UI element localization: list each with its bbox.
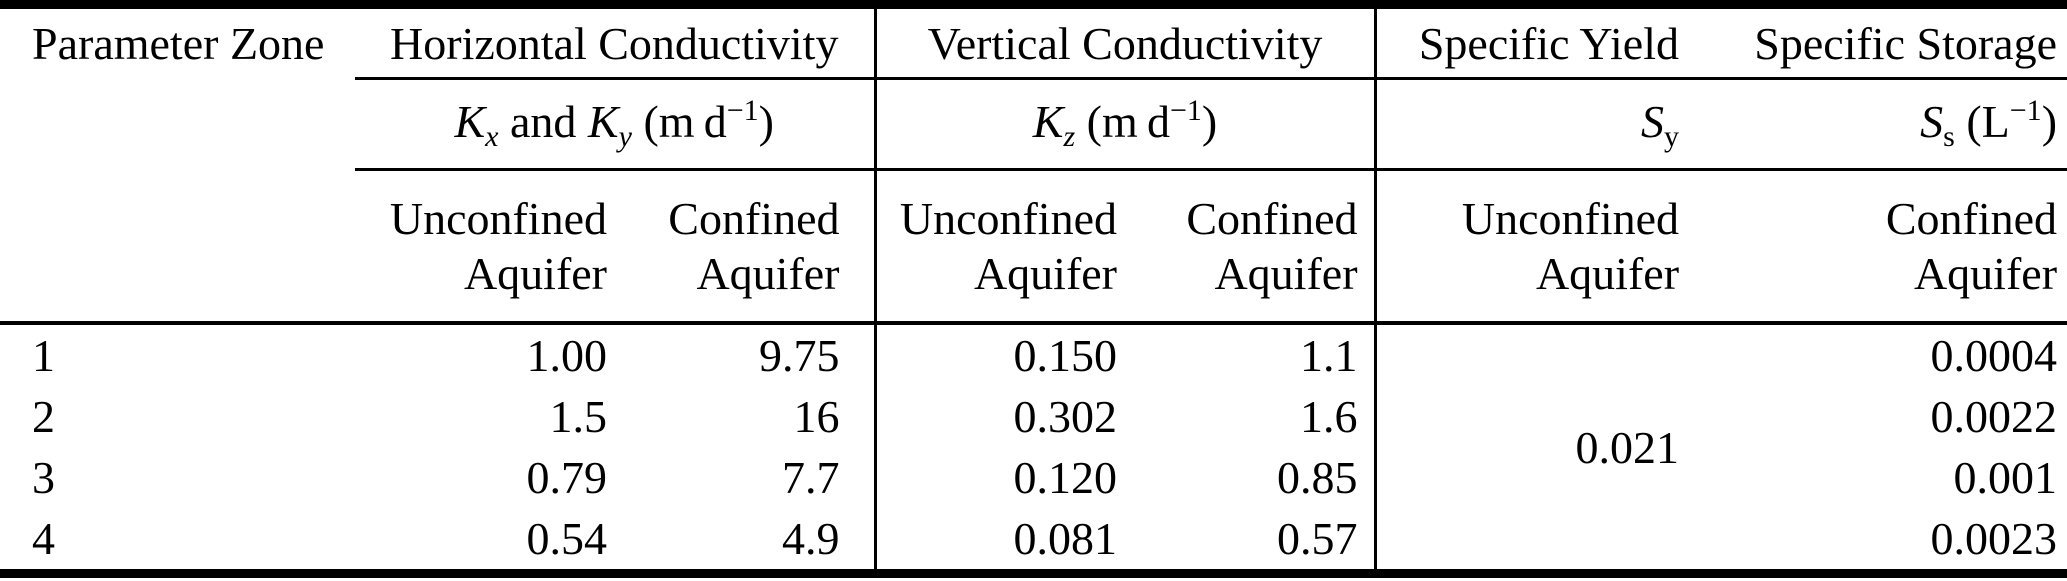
- header-horizontal-conductivity: Horizontal Conductivity: [355, 4, 877, 80]
- cell-kh-unconfined: 1.5: [549, 391, 608, 442]
- ss-symbol: S: [1920, 96, 1944, 147]
- cell-sy-unconfined-all-zones: 0.021: [1575, 421, 1680, 473]
- subheader-ss-confined-aquifer: Confined Aquifer: [1685, 169, 2067, 325]
- cell-kh-confined: 16: [615, 386, 877, 447]
- cell-ss-confined: 0.0004: [1930, 330, 2058, 381]
- header-row-groups: Parameter Zone Horizontal Conductivity V…: [0, 4, 2067, 325]
- kh-unit-open: (m d: [631, 96, 727, 147]
- kh-unit-close: ): [758, 96, 774, 147]
- kz-unit-exponent: −1: [1169, 94, 1202, 127]
- subheader-line2: Aquifer: [1214, 248, 1358, 299]
- sy-symbol: S: [1641, 95, 1665, 147]
- subheader-line2: Aquifer: [973, 248, 1117, 299]
- cell-kh-unconfined: 0.79: [526, 452, 608, 503]
- subheader-line2: Aquifer: [463, 248, 607, 299]
- subheader-line1: Unconfined: [1461, 193, 1680, 244]
- ss-unit-open: (L: [1954, 96, 2010, 147]
- table-row: 4 0.54 4.9 0.081 0.57 0.0023: [0, 508, 2067, 574]
- cell-zone: 4: [32, 513, 55, 564]
- kx-symbol: K: [454, 96, 486, 147]
- cell-kh-unconfined: 0.54: [526, 513, 608, 564]
- cell-ss-confined: 0.0022: [1930, 391, 2058, 442]
- header-parameter-zone: Parameter Zone: [0, 4, 355, 325]
- cell-zone: 1: [32, 330, 55, 381]
- kh-unit-exponent: −1: [726, 94, 759, 127]
- subheader-kv-confined-aquifer: Confined Aquifer: [1125, 169, 1377, 325]
- kz-symbol: K: [1032, 96, 1064, 147]
- sy-subscript: y: [1664, 119, 1680, 153]
- ky-subscript: y: [618, 120, 632, 153]
- kx-subscript: x: [485, 120, 499, 153]
- cell-zone: 2: [32, 391, 55, 442]
- subheader-sy-unconfined-aquifer: Unconfined Aquifer: [1375, 169, 1686, 325]
- header-specific-yield: Specific Yield: [1375, 4, 1686, 80]
- cell-kv-confined: 0.85: [1125, 447, 1377, 508]
- subheader-line2: Aquifer: [696, 248, 840, 299]
- header-vertical-conductivity: Vertical Conductivity: [875, 4, 1377, 80]
- ss-unit-exponent: −1: [2009, 94, 2042, 127]
- ss-unit-close: ): [2041, 96, 2058, 147]
- cell-kh-confined: 4.9: [615, 508, 877, 574]
- header-specific-storage: Specific Storage: [1685, 4, 2067, 80]
- subheader-kv-unconfined-aquifer: Unconfined Aquifer: [875, 169, 1125, 325]
- cell-zone: 3: [32, 452, 55, 503]
- ky-symbol: K: [587, 96, 619, 147]
- subheader-line2: Aquifer: [1535, 248, 1680, 299]
- cell-kv-confined: 1.1: [1125, 323, 1377, 386]
- kz-subscript: z: [1063, 120, 1076, 153]
- subheader-line1: Unconfined: [899, 193, 1117, 244]
- unit-ss: Ss (L−1): [1685, 78, 2067, 171]
- cell-kv-confined: 0.57: [1125, 508, 1377, 574]
- header-row-aquifers: Unconfined Aquifer Confined Aquifer Unconf…: [0, 169, 2067, 325]
- cell-kh-confined: 9.75: [615, 323, 877, 386]
- header-parameter-zone-label: Parameter Zone: [32, 17, 325, 69]
- cell-kv-confined: 1.6: [1125, 386, 1377, 447]
- table-row: 3 0.79 7.7 0.120 0.85 0.001: [0, 447, 2067, 508]
- subheader-line1: Confined: [1885, 193, 2058, 244]
- cell-ss-confined: 0.0023: [1930, 513, 2058, 564]
- subheader-line2: Aquifer: [1913, 248, 2058, 299]
- header-row-units: Kx and Ky (m d−1) Kz (m d−1) Sy Ss (L−1): [0, 78, 2067, 171]
- cell-kv-unconfined: 0.120: [1013, 452, 1118, 503]
- subheader-kh-unconfined-aquifer: Unconfined Aquifer: [355, 169, 615, 325]
- cell-kh-confined: 7.7: [615, 447, 877, 508]
- unit-kx-ky: Kx and Ky (m d−1): [355, 78, 877, 171]
- subheader-line1: Confined: [1186, 193, 1358, 244]
- kz-unit-close: ): [1201, 96, 1218, 147]
- kz-unit-open: (m d: [1075, 96, 1170, 147]
- subheader-kh-confined-aquifer: Confined Aquifer: [615, 169, 877, 325]
- cell-kv-unconfined: 0.081: [1013, 513, 1118, 564]
- and-text: and: [498, 96, 588, 147]
- cell-kh-unconfined: 1.00: [526, 330, 608, 381]
- cell-kv-unconfined: 0.150: [1013, 330, 1118, 381]
- subheader-line1: Unconfined: [389, 193, 607, 244]
- subheader-line1: Confined: [668, 193, 840, 244]
- ss-subscript: s: [1943, 120, 1955, 153]
- table-row: 1 1.00 9.75 0.150 1.1 0.021 0.0004: [0, 323, 2067, 473]
- table-row: 2 1.5 16 0.302 1.6 0.0022: [0, 386, 2067, 447]
- unit-kz: Kz (m d−1): [875, 78, 1377, 171]
- unit-sy: Sy: [1375, 78, 1686, 171]
- cell-kv-unconfined: 0.302: [1013, 391, 1118, 442]
- cell-ss-confined: 0.001: [1953, 452, 2058, 503]
